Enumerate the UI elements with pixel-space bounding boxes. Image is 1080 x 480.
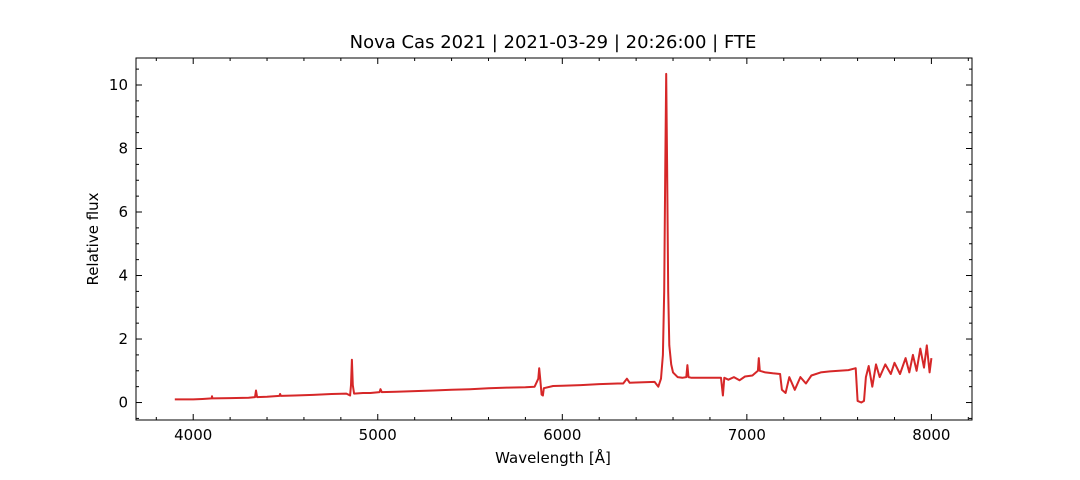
plot-area (135, 57, 973, 421)
x-tick-label: 6000 (543, 426, 581, 444)
y-axis: 0 2 4 6 8 10 (109, 68, 972, 419)
y-tick-label: 0 (118, 394, 128, 412)
chart-title: Nova Cas 2021 | 2021-03-29 | 20:26:00 | … (350, 32, 757, 53)
x-tick-label: 7000 (728, 426, 766, 444)
spectrum-line (174, 72, 933, 404)
x-tick-label: 4000 (174, 426, 212, 444)
y-tick-label: 8 (118, 140, 128, 158)
y-tick-label: 2 (118, 330, 128, 348)
x-tick-label: 5000 (359, 426, 397, 444)
x-axis: 4000 5000 6000 7000 8000 (155, 58, 969, 444)
x-tick-label: 8000 (912, 426, 950, 444)
y-tick-label: 6 (118, 203, 128, 221)
x-axis-label: Wavelength [Å] (495, 448, 611, 467)
y-tick-label: 10 (109, 76, 128, 94)
y-axis-label: Relative flux (84, 192, 102, 285)
y-tick-label: 4 (118, 267, 128, 285)
plot-frame (135, 57, 973, 421)
